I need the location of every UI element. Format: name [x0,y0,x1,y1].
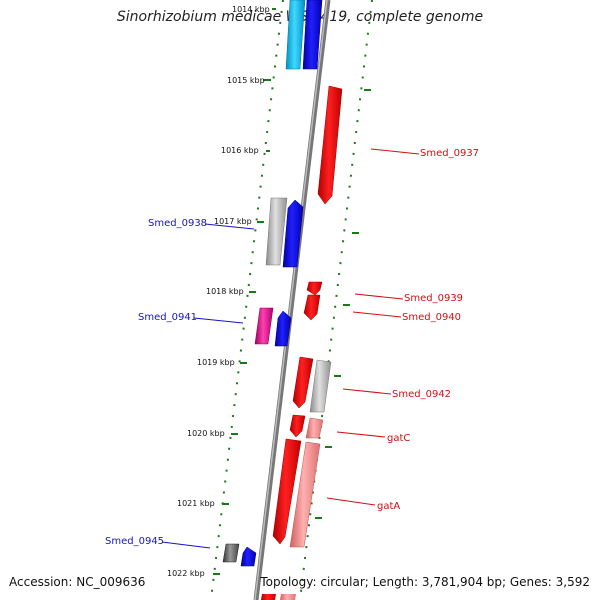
gene-features[interactable] [222,0,343,600]
topology-text: Topology: circular; Length: 3,781,904 bp… [260,575,590,589]
gene-label-left[interactable]: Smed_0938 [148,218,207,229]
gene-gata-red[interactable] [272,438,302,545]
gene-gatc-red[interactable] [289,414,306,438]
gene-pink-bottom[interactable] [280,594,296,600]
sequence-backbone [253,0,331,600]
gene-gatc-pink[interactable] [305,417,324,439]
tick-label: 1022 kbp [167,569,205,578]
tick-label: 1014 kbp [232,5,270,14]
gene-smed-0937[interactable] [317,85,343,205]
gene-label-left[interactable]: Smed_0941 [138,312,197,323]
tick-label: 1020 kbp [187,429,225,438]
gene-label-right[interactable]: gatA [377,501,400,512]
gene-red-bottom[interactable] [261,594,276,600]
gene-smed-0945-dark[interactable] [222,543,240,563]
gene-smed-0939[interactable] [306,281,323,296]
accession-text: Accession: NC_009636 [9,575,146,589]
tick-marks [213,8,371,575]
gene-blue-top[interactable] [302,0,323,70]
tick-label: 1021 kbp [177,499,215,508]
tick-label: 1018 kbp [206,287,244,296]
gene-smed-0940[interactable] [303,294,321,321]
gene-smed-0938-blue[interactable] [282,199,304,268]
tick-label: 1015 kbp [227,76,265,85]
gene-smed-0941-blue[interactable] [274,310,292,347]
gene-label-right[interactable]: Smed_0940 [402,312,461,323]
gene-smed-0938-gray[interactable] [265,197,288,266]
left-dotted-track [210,0,284,600]
gene-label-right[interactable]: Smed_0942 [392,389,451,400]
gene-label-right[interactable]: Smed_0937 [420,148,479,159]
gene-smed-0941-magenta[interactable] [254,307,274,345]
gene-cyan[interactable] [285,0,306,70]
right-dotted-track [299,0,373,600]
gene-gata-pink[interactable] [289,441,321,548]
label-leaders [161,148,420,549]
tick-label: 1019 kbp [197,358,235,367]
gene-label-right[interactable]: Smed_0939 [404,293,463,304]
gene-smed-0945-blue[interactable] [240,546,257,567]
gene-smed-0942-red[interactable] [292,356,314,409]
tick-label: 1017 kbp [214,217,252,226]
gene-label-left[interactable]: Smed_0945 [105,536,164,547]
tick-label: 1016 kbp [221,146,259,155]
gene-smed-0942-gray[interactable] [309,359,332,413]
backbone-highlight [254,0,328,600]
gene-label-right[interactable]: gatC [387,433,410,444]
